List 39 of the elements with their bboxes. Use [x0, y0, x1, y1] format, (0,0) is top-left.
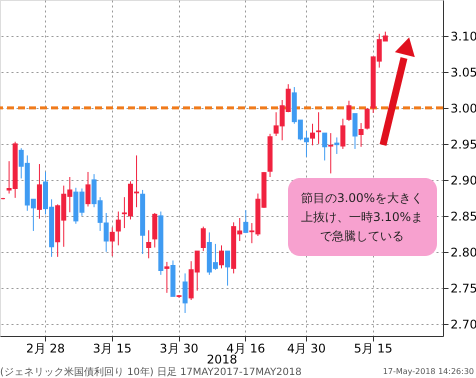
y-tick-label: 2.85: [450, 209, 476, 224]
x-tick-label: 4月 30: [287, 342, 326, 356]
candlestick: [358, 122, 364, 148]
candlestick: [200, 226, 206, 252]
candlestick: [328, 132, 334, 174]
candlestick: [85, 171, 90, 207]
candlestick: [322, 132, 328, 161]
annotation: 節目の3.00%を大きく上抜け、一時3.10%まで急騰している: [300, 191, 424, 243]
candlestick: [316, 112, 322, 144]
y-tick-label: 2.75: [450, 281, 476, 296]
y-tick-label: 2.95: [450, 137, 476, 152]
candlestick: [310, 123, 316, 146]
candlestick: [225, 250, 230, 286]
candlestick: [346, 100, 352, 122]
text: 17-May-2018 14:26:30: [382, 367, 474, 376]
x-tick-label: 4月 16: [226, 342, 266, 356]
x-axis-title: 2018: [206, 352, 238, 366]
candlestick: [146, 230, 152, 259]
x-tick-label: 3月 30: [160, 342, 198, 356]
candlestick: [243, 210, 248, 234]
candlestick: [364, 107, 370, 130]
candlestick: [219, 244, 224, 269]
x-tick-label: 2月 28: [26, 342, 65, 356]
text: (ジェネリック米国債利回り 10年) 日足 17MAY2017-17MAY2018: [0, 366, 302, 378]
y-tick-label: 2.80: [450, 245, 476, 260]
x-tick-label: 3月 15: [92, 342, 132, 356]
candlestick: [116, 211, 121, 246]
y-tick-label: 2.90: [450, 173, 476, 188]
candlestick: [182, 272, 188, 314]
y-tick-label: 2.70: [450, 317, 476, 332]
candlestick: [352, 113, 358, 150]
candlestick: [340, 118, 346, 150]
y-tick-label: 3.10: [450, 29, 476, 44]
x-tick-label: 5月 15: [354, 342, 393, 356]
candlestick: [164, 261, 170, 294]
y-tick-label: 3.00: [450, 101, 476, 116]
candlestick: [334, 136, 340, 154]
y-tick-label: 3.05: [450, 65, 476, 80]
candlestick: [110, 226, 115, 257]
